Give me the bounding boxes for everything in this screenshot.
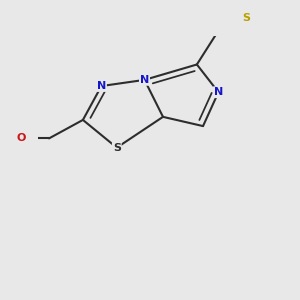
Text: N: N (214, 87, 223, 97)
Text: N: N (97, 81, 106, 91)
Text: O: O (16, 134, 26, 143)
Text: S: S (113, 143, 121, 153)
Text: S: S (242, 13, 250, 23)
Text: N: N (140, 75, 149, 85)
